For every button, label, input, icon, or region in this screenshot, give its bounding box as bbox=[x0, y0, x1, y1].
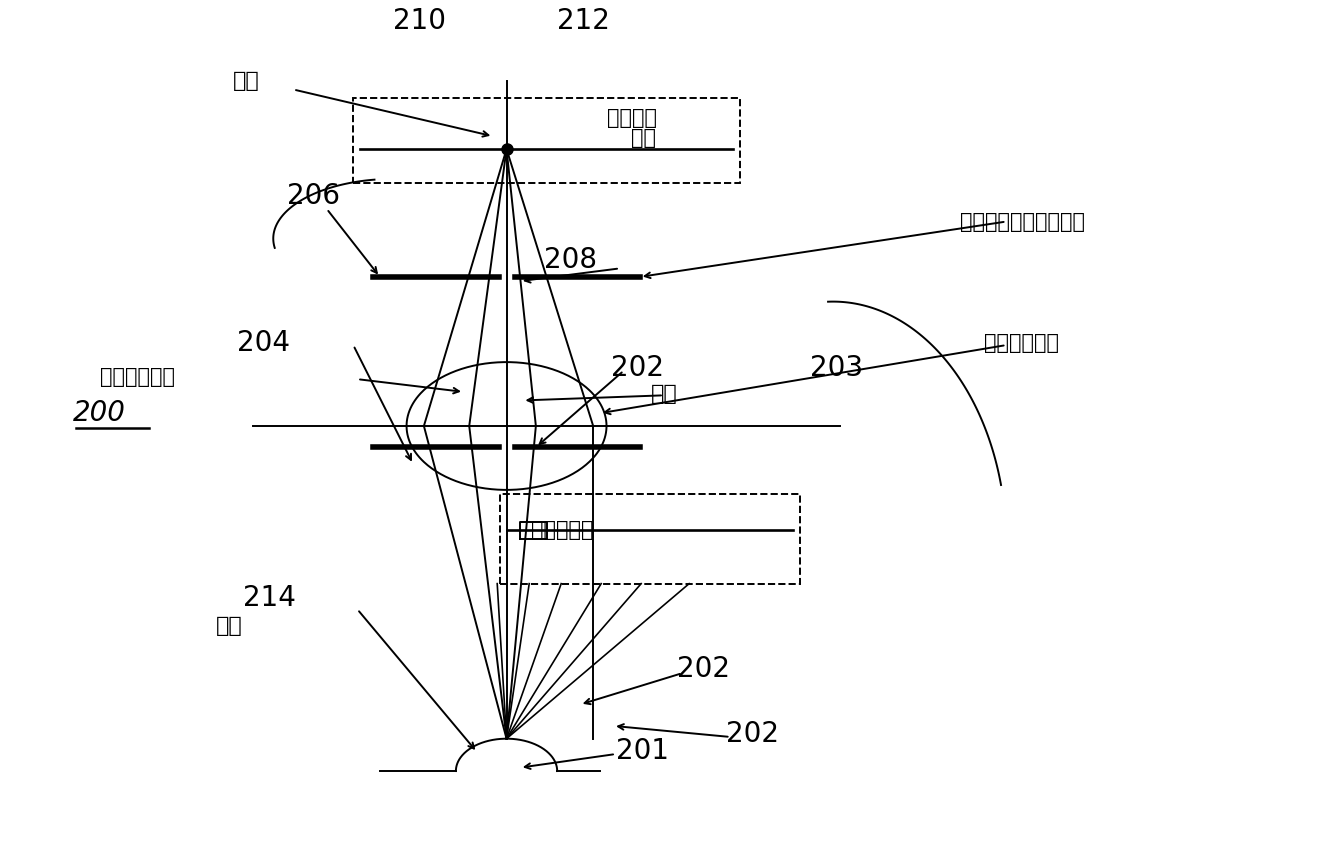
Text: 像点: 像点 bbox=[233, 71, 260, 91]
Text: 208: 208 bbox=[544, 246, 597, 273]
Text: 206: 206 bbox=[287, 182, 340, 210]
Text: 视频图像: 视频图像 bbox=[607, 107, 657, 128]
Text: 201: 201 bbox=[616, 738, 669, 765]
Text: 200: 200 bbox=[73, 400, 127, 427]
Text: 212: 212 bbox=[557, 8, 611, 35]
Bar bbox=[353, 98, 740, 183]
Text: 半面: 半面 bbox=[631, 128, 656, 148]
Text: 角膜: 角膜 bbox=[216, 616, 243, 636]
Text: 202: 202 bbox=[611, 354, 664, 382]
Text: 物镜: 物镜 bbox=[651, 383, 677, 404]
Text: 轴线平行光线: 轴线平行光线 bbox=[984, 332, 1058, 353]
Text: 受阻挡的光线: 受阻挡的光线 bbox=[100, 366, 175, 387]
Text: 202: 202 bbox=[726, 721, 780, 748]
Text: 镜头焦点处的远心光阑: 镜头焦点处的远心光阑 bbox=[960, 211, 1085, 232]
Bar bbox=[500, 494, 800, 584]
Text: 202: 202 bbox=[677, 655, 730, 682]
Text: 203: 203 bbox=[810, 354, 864, 382]
Text: 214: 214 bbox=[243, 584, 296, 612]
Text: 204: 204 bbox=[237, 329, 291, 356]
Text: 210: 210 bbox=[393, 8, 447, 35]
Text: 受照目标点: 受照目标点 bbox=[531, 520, 593, 540]
